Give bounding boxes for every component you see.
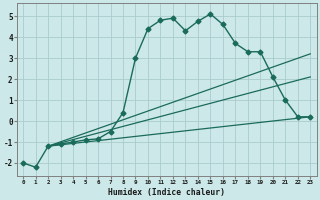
X-axis label: Humidex (Indice chaleur): Humidex (Indice chaleur) bbox=[108, 188, 225, 197]
